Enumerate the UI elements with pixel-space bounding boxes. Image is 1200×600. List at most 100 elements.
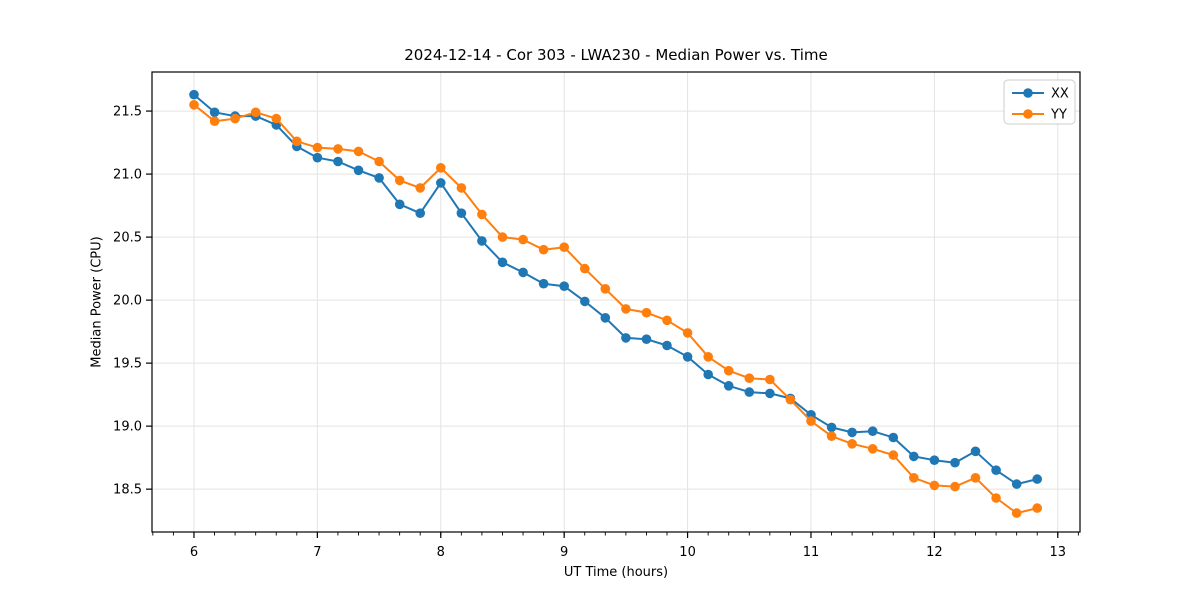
- data-point-yy: [641, 307, 652, 318]
- data-point-xx: [580, 296, 590, 307]
- data-point-xx: [477, 236, 487, 246]
- data-point-yy: [909, 473, 919, 483]
- data-point-yy: [826, 431, 837, 442]
- data-point-xx: [209, 107, 220, 118]
- data-point-xx: [682, 352, 693, 362]
- data-point-yy: [621, 304, 631, 314]
- plot-border: [151, 71, 1081, 533]
- data-point-yy: [970, 473, 981, 483]
- data-point-yy: [1032, 503, 1042, 513]
- data-point-yy: [847, 439, 857, 449]
- data-point-xx: [456, 208, 467, 218]
- data-point-yy: [744, 373, 755, 384]
- x-tick-label: 6: [190, 545, 198, 560]
- legend-marker: [1023, 109, 1033, 119]
- data-point-yy: [394, 175, 405, 186]
- data-point-yy: [765, 374, 775, 385]
- data-point-xx: [312, 152, 323, 163]
- data-point-xx: [1032, 474, 1042, 484]
- data-point-yy: [1011, 508, 1022, 518]
- x-tick-label: 12: [926, 545, 943, 560]
- data-point-xx: [538, 278, 549, 289]
- data-point-yy: [518, 234, 528, 245]
- y-axis-label: Median Power (CPU): [89, 236, 105, 368]
- data-point-xx: [189, 89, 199, 100]
- data-point-yy: [230, 113, 240, 124]
- data-point-yy: [723, 365, 734, 376]
- data-point-yy: [806, 416, 816, 426]
- y-tick-label: 20.0: [113, 294, 142, 309]
- chart-title: 2024-12-14 - Cor 303 - LWA230 - Median P…: [404, 46, 828, 64]
- x-tick-label: 8: [437, 545, 445, 560]
- data-point-xx: [559, 281, 569, 292]
- data-point-yy: [950, 481, 960, 492]
- data-point-xx: [991, 465, 1001, 476]
- data-point-xx: [723, 381, 734, 391]
- y-tick-label: 21.0: [113, 168, 142, 183]
- legend-label-yy: YY: [1050, 108, 1067, 123]
- x-tick-label: 13: [1050, 545, 1067, 560]
- data-point-xx: [662, 340, 672, 351]
- data-point-yy: [888, 450, 899, 460]
- data-point-yy: [333, 144, 343, 154]
- data-point-yy: [250, 107, 261, 118]
- data-point-xx: [744, 387, 755, 397]
- x-tick-label: 10: [679, 545, 696, 560]
- y-tick-label: 19.5: [113, 357, 142, 372]
- data-point-yy: [682, 328, 693, 338]
- data-point-yy: [189, 100, 199, 110]
- data-point-yy: [497, 232, 508, 242]
- data-point-xx: [867, 426, 878, 437]
- data-point-yy: [929, 480, 940, 491]
- data-point-yy: [538, 244, 549, 255]
- data-point-xx: [929, 455, 940, 466]
- y-tick-label: 19.0: [113, 420, 142, 435]
- y-tick-label: 21.5: [113, 105, 142, 120]
- data-point-xx: [826, 422, 837, 433]
- data-point-yy: [374, 156, 384, 167]
- data-point-yy: [477, 209, 487, 220]
- data-point-yy: [600, 284, 611, 294]
- y-tick-label: 20.5: [113, 231, 142, 246]
- data-point-yy: [292, 136, 302, 147]
- data-point-yy: [436, 163, 446, 173]
- data-point-yy: [353, 146, 364, 157]
- data-point-yy: [209, 116, 220, 126]
- data-point-xx: [394, 199, 405, 210]
- data-point-yy: [703, 352, 713, 362]
- data-point-yy: [867, 444, 878, 454]
- x-axis-label: UT Time (hours): [563, 565, 669, 580]
- data-point-xx: [518, 267, 528, 278]
- data-point-xx: [888, 432, 899, 443]
- data-point-xx: [950, 457, 960, 468]
- data-point-xx: [415, 208, 426, 218]
- data-point-xx: [497, 257, 508, 268]
- data-point-xx: [436, 178, 446, 188]
- data-point-yy: [662, 315, 672, 326]
- data-point-yy: [580, 263, 590, 274]
- data-point-yy: [456, 183, 467, 193]
- data-point-yy: [271, 113, 282, 124]
- data-point-xx: [703, 369, 713, 380]
- y-tick-label: 18.5: [113, 483, 142, 498]
- data-point-yy: [559, 242, 569, 252]
- data-point-xx: [641, 334, 652, 345]
- x-tick-label: 11: [803, 545, 820, 560]
- data-point-xx: [333, 156, 343, 167]
- series-line-yy: [193, 104, 1038, 515]
- x-tick-label: 7: [313, 545, 321, 560]
- legend-label-xx: XX: [1051, 87, 1069, 102]
- data-point-xx: [600, 313, 611, 323]
- data-point-xx: [765, 388, 775, 399]
- data-point-xx: [847, 427, 857, 438]
- data-point-yy: [312, 142, 323, 153]
- data-point-yy: [415, 183, 426, 193]
- data-point-xx: [970, 446, 981, 457]
- legend-marker: [1023, 88, 1033, 98]
- x-tick-label: 9: [560, 545, 568, 560]
- data-point-yy: [991, 493, 1001, 503]
- data-point-xx: [353, 165, 364, 176]
- data-point-xx: [374, 173, 384, 183]
